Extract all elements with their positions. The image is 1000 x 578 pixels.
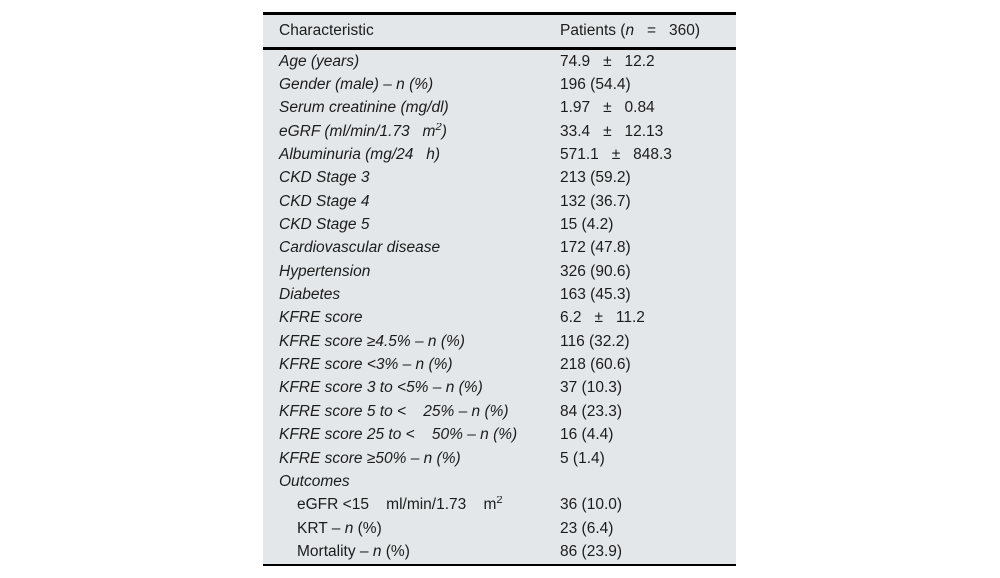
table-row: CKD Stage 5 15 (4.2) xyxy=(263,213,736,236)
table-row: Albuminuria (mg/24 h) 571.1 ± 848.3 xyxy=(263,143,736,166)
table-row: KFRE score <3% – n (%) 218 (60.6) xyxy=(263,353,736,376)
row-label: Gender (male) – n (%) xyxy=(279,76,434,94)
row-value: 218 (60.6) xyxy=(560,356,631,374)
row-label: Diabetes xyxy=(279,286,341,304)
row-label: KFRE score 5 to < 25% – n (%) xyxy=(279,402,509,420)
row-value: 163 (45.3) xyxy=(560,286,631,304)
row-value: 36 (10.0) xyxy=(560,496,623,514)
characteristics-table: Characteristic Patients (n = 360) Age (y… xyxy=(263,12,736,566)
table-row: Age (years) 74.9 ± 12.2 xyxy=(263,50,736,73)
table-row: Cardiovascular disease 172 (47.8) xyxy=(263,237,736,260)
row-value: 37 (10.3) xyxy=(560,379,623,397)
row-value: 15 (4.2) xyxy=(560,216,614,234)
row-value: 132 (36.7) xyxy=(560,192,631,210)
table-row: Mortality – n (%) 86 (23.9) xyxy=(263,540,736,563)
row-label: Serum creatinine (mg/dl) xyxy=(279,99,449,117)
row-value: 23 (6.4) xyxy=(560,519,614,537)
table-row: KFRE score 3 to <5% – n (%) 37 (10.3) xyxy=(263,377,736,400)
row-label: CKD Stage 5 xyxy=(279,216,370,234)
row-value: 84 (23.3) xyxy=(560,402,623,420)
row-label: KFRE score xyxy=(279,309,363,327)
table-row: Gender (male) – n (%) 196 (54.4) xyxy=(263,73,736,96)
row-label: KFRE score 3 to <5% – n (%) xyxy=(279,379,483,397)
table-row: KRT – n (%) 23 (6.4) xyxy=(263,517,736,540)
row-label: KFRE score <3% – n (%) xyxy=(279,356,453,374)
column-header-patients: Patients (n = 360) xyxy=(560,22,701,39)
row-label: KFRE score 25 to < 50% – n (%) xyxy=(279,426,518,444)
table-row: KFRE score ≥4.5% – n (%) 116 (32.2) xyxy=(263,330,736,353)
row-value: 33.4 ± 12.13 xyxy=(560,122,664,140)
row-label: KFRE score ≥4.5% – n (%) xyxy=(279,332,465,350)
row-value: 116 (32.2) xyxy=(560,332,630,350)
table-bottom-rule xyxy=(263,563,736,566)
column-header-characteristic: Characteristic xyxy=(279,22,374,39)
row-value: 326 (90.6) xyxy=(560,262,631,280)
row-label: eGRF (ml/min/1.73 m2) xyxy=(279,122,447,140)
table-row: KFRE score 25 to < 50% – n (%) 16 (4.4) xyxy=(263,424,736,447)
row-label: Albuminuria (mg/24 h) xyxy=(279,146,441,164)
table-top-rule xyxy=(263,12,736,15)
row-label: Cardiovascular disease xyxy=(279,239,441,257)
row-label: eGFR <15 ml/min/1.73 m2 xyxy=(297,496,503,514)
row-value: 571.1 ± 848.3 xyxy=(560,146,672,164)
table-row: eGRF (ml/min/1.73 m2) 33.4 ± 12.13 xyxy=(263,120,736,143)
row-value: 6.2 ± 11.2 xyxy=(560,309,645,327)
row-label: CKD Stage 4 xyxy=(279,192,370,210)
row-value: 5 (1.4) xyxy=(560,449,605,467)
table-row: KFRE score 5 to < 25% – n (%) 84 (23.3) xyxy=(263,400,736,423)
row-value: 213 (59.2) xyxy=(560,169,631,187)
table-row: Serum creatinine (mg/dl) 1.97 ± 0.84 xyxy=(263,97,736,120)
table-body: Age (years) 74.9 ± 12.2 Gender (male) – n … xyxy=(263,50,736,564)
row-value: 16 (4.4) xyxy=(560,426,614,444)
row-value: 196 (54.4) xyxy=(560,76,631,94)
row-value: 1.97 ± 0.84 xyxy=(560,99,655,117)
table-header-row: Characteristic Patients (n = 360) xyxy=(263,15,736,47)
table-row: Outcomes xyxy=(263,470,736,493)
row-value: 172 (47.8) xyxy=(560,239,631,257)
table-row: CKD Stage 3 213 (59.2) xyxy=(263,167,736,190)
row-label: CKD Stage 3 xyxy=(279,169,370,187)
row-value: 86 (23.9) xyxy=(560,542,623,560)
row-label: Age (years) xyxy=(279,52,360,70)
header-separator-rule xyxy=(263,47,736,50)
row-value: 74.9 ± 12.2 xyxy=(560,52,655,70)
table-row: KFRE score ≥50% – n (%) 5 (1.4) xyxy=(263,447,736,470)
table-row: eGFR <15 ml/min/1.73 m2 36 (10.0) xyxy=(263,494,736,517)
row-label: KRT – n (%) xyxy=(297,519,382,537)
row-label: KFRE score ≥50% – n (%) xyxy=(279,449,461,467)
row-label: Outcomes xyxy=(279,472,350,490)
table-row: CKD Stage 4 132 (36.7) xyxy=(263,190,736,213)
table-row: Hypertension 326 (90.6) xyxy=(263,260,736,283)
table-row: KFRE score 6.2 ± 11.2 xyxy=(263,307,736,330)
row-label: Hypertension xyxy=(279,262,371,280)
row-label: Mortality – n (%) xyxy=(297,542,410,560)
table-row: Diabetes 163 (45.3) xyxy=(263,283,736,306)
